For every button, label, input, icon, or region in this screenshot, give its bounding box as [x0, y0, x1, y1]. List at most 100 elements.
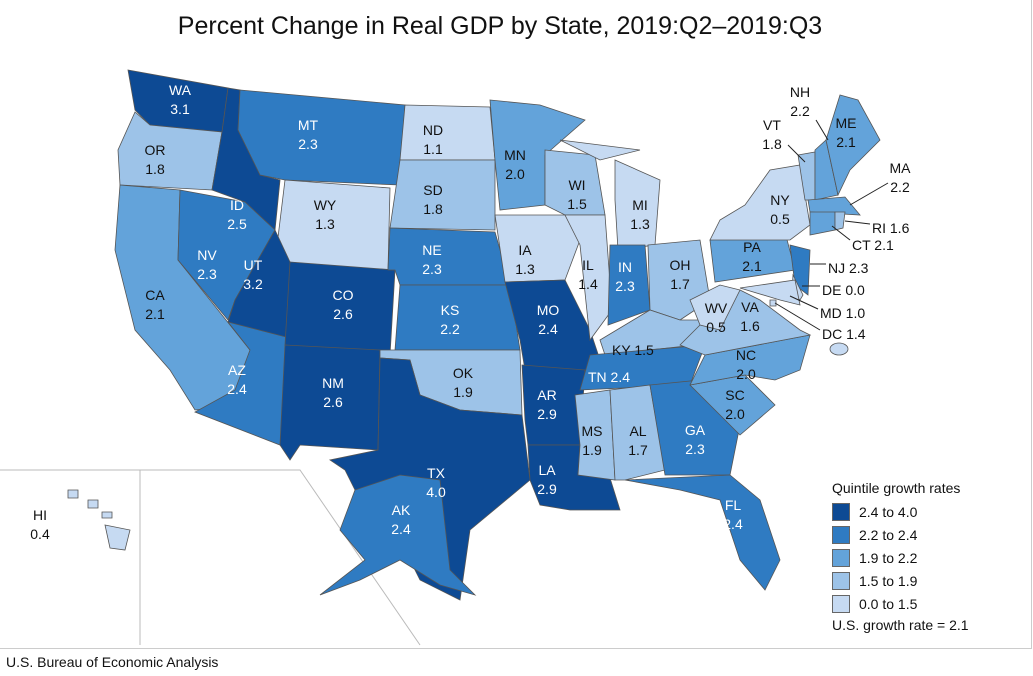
- state-abbr-label: UT: [244, 257, 263, 273]
- legend: Quintile growth rates 2.4 to 4.0 2.2 to 2…: [832, 480, 969, 633]
- legend-label: 2.2 to 2.4: [859, 526, 918, 543]
- state-shape[interactable]: [834, 211, 846, 231]
- state-value-label: 0.4: [30, 526, 50, 542]
- state-value-label: 2.2: [890, 179, 910, 195]
- state-shape[interactable]: [87, 499, 99, 509]
- state-value-label: 1.4: [578, 276, 598, 292]
- state-label: TN 2.4: [588, 369, 630, 385]
- state-abbr-label: WY: [314, 197, 337, 213]
- state-shape[interactable]: [559, 139, 641, 161]
- leader-line: [831, 225, 851, 241]
- state-shape[interactable]: [689, 284, 741, 331]
- state-abbr-label: ND: [423, 122, 443, 138]
- state-shape[interactable]: [399, 104, 496, 161]
- state-shape[interactable]: [825, 94, 881, 197]
- state-IA[interactable]: [494, 214, 581, 283]
- legend-label: 1.9 to 2.2: [859, 549, 918, 566]
- legend-label: 2.4 to 4.0: [859, 503, 918, 520]
- state-shape[interactable]: [809, 211, 836, 236]
- legend-item: 0.0 to 1.5: [832, 592, 969, 615]
- state-label: NJ 2.3: [828, 260, 869, 276]
- legend-swatch: [832, 502, 850, 521]
- state-value-label: 1.9: [582, 442, 602, 458]
- state-RI[interactable]: [834, 211, 846, 231]
- state-shape[interactable]: [104, 524, 131, 551]
- leader-line: [774, 302, 821, 331]
- state-abbr-label: ME: [836, 115, 857, 131]
- state-abbr-label: WV: [705, 300, 728, 316]
- us-growth-rate: U.S. growth rate = 2.1: [832, 617, 969, 633]
- legend-swatch: [832, 571, 850, 590]
- state-shape[interactable]: [807, 196, 861, 216]
- state-shape[interactable]: [521, 364, 586, 446]
- leader-line: [815, 119, 829, 141]
- state-abbr-label: MA: [890, 160, 912, 176]
- state-value-label: 2.0: [736, 366, 756, 382]
- state-shape[interactable]: [739, 279, 801, 306]
- state-abbr-label: KS: [441, 302, 460, 318]
- legend-label: 0.0 to 1.5: [859, 595, 918, 612]
- state-ND[interactable]: [399, 104, 496, 161]
- dc-marker: [829, 342, 849, 356]
- state-shape[interactable]: [387, 227, 511, 286]
- state-shape[interactable]: [389, 159, 496, 231]
- state-NE[interactable]: [387, 227, 511, 286]
- state-shape[interactable]: [574, 389, 616, 481]
- state-value-label: 3.2: [243, 276, 263, 292]
- state-ME[interactable]: [825, 94, 881, 197]
- state-SD[interactable]: [389, 159, 496, 231]
- state-abbr-label: WI: [568, 177, 585, 193]
- state-value-label: 4.0: [426, 484, 446, 500]
- state-value-label: 2.3: [197, 266, 217, 282]
- legend-item: 2.2 to 2.4: [832, 523, 969, 546]
- leader-line: [787, 144, 806, 163]
- state-MI[interactable]: [559, 139, 661, 251]
- state-shape[interactable]: [237, 89, 406, 186]
- state-shape[interactable]: [564, 214, 613, 342]
- state-HI[interactable]: [67, 489, 131, 551]
- state-value-label: 1.8: [145, 161, 165, 177]
- state-abbr-label: IA: [518, 242, 532, 258]
- state-value-label: 2.4: [538, 321, 558, 337]
- state-value-label: 1.3: [630, 216, 650, 232]
- state-abbr-label: IN: [618, 259, 632, 275]
- state-abbr-label: AL: [629, 423, 646, 439]
- state-value-label: 2.2: [790, 103, 810, 119]
- state-shape[interactable]: [769, 299, 777, 307]
- state-value-label: 1.9: [453, 384, 473, 400]
- state-WV[interactable]: [689, 284, 741, 331]
- leader-line: [789, 295, 819, 310]
- state-shape[interactable]: [624, 474, 781, 591]
- legend-title: Quintile growth rates: [832, 480, 961, 496]
- state-NY[interactable]: [709, 164, 811, 241]
- state-MT[interactable]: [237, 89, 406, 186]
- state-MA[interactable]: [807, 196, 861, 216]
- state-AL[interactable]: [609, 384, 666, 481]
- state-DC[interactable]: [769, 299, 777, 307]
- state-MS[interactable]: [574, 389, 616, 481]
- state-abbr-label: PA: [743, 239, 761, 255]
- state-abbr-label: NC: [736, 347, 756, 363]
- state-MD[interactable]: [739, 279, 801, 306]
- state-value-label: 2.0: [725, 406, 745, 422]
- state-IL[interactable]: [564, 214, 613, 342]
- figure-frame: [0, 0, 1032, 649]
- state-AK[interactable]: [319, 474, 477, 596]
- leader-line: [849, 182, 889, 206]
- state-abbr-label: AK: [392, 502, 411, 518]
- state-shape[interactable]: [67, 489, 79, 499]
- state-CT[interactable]: [809, 211, 836, 236]
- state-shape[interactable]: [709, 164, 811, 241]
- state-abbr-label: CA: [145, 287, 165, 303]
- map-title: Percent Change in Real GDP by State, 201…: [177, 12, 823, 40]
- state-shape[interactable]: [609, 384, 666, 481]
- state-value-label: 2.9: [537, 406, 557, 422]
- state-value-label: 0.5: [706, 319, 726, 335]
- state-AR[interactable]: [521, 364, 586, 446]
- state-abbr-label: CO: [333, 287, 354, 303]
- state-label: DE 0.0: [822, 282, 865, 298]
- state-FL[interactable]: [624, 474, 781, 591]
- state-shape[interactable]: [319, 474, 477, 596]
- state-shape[interactable]: [494, 214, 581, 283]
- state-shape[interactable]: [101, 511, 113, 519]
